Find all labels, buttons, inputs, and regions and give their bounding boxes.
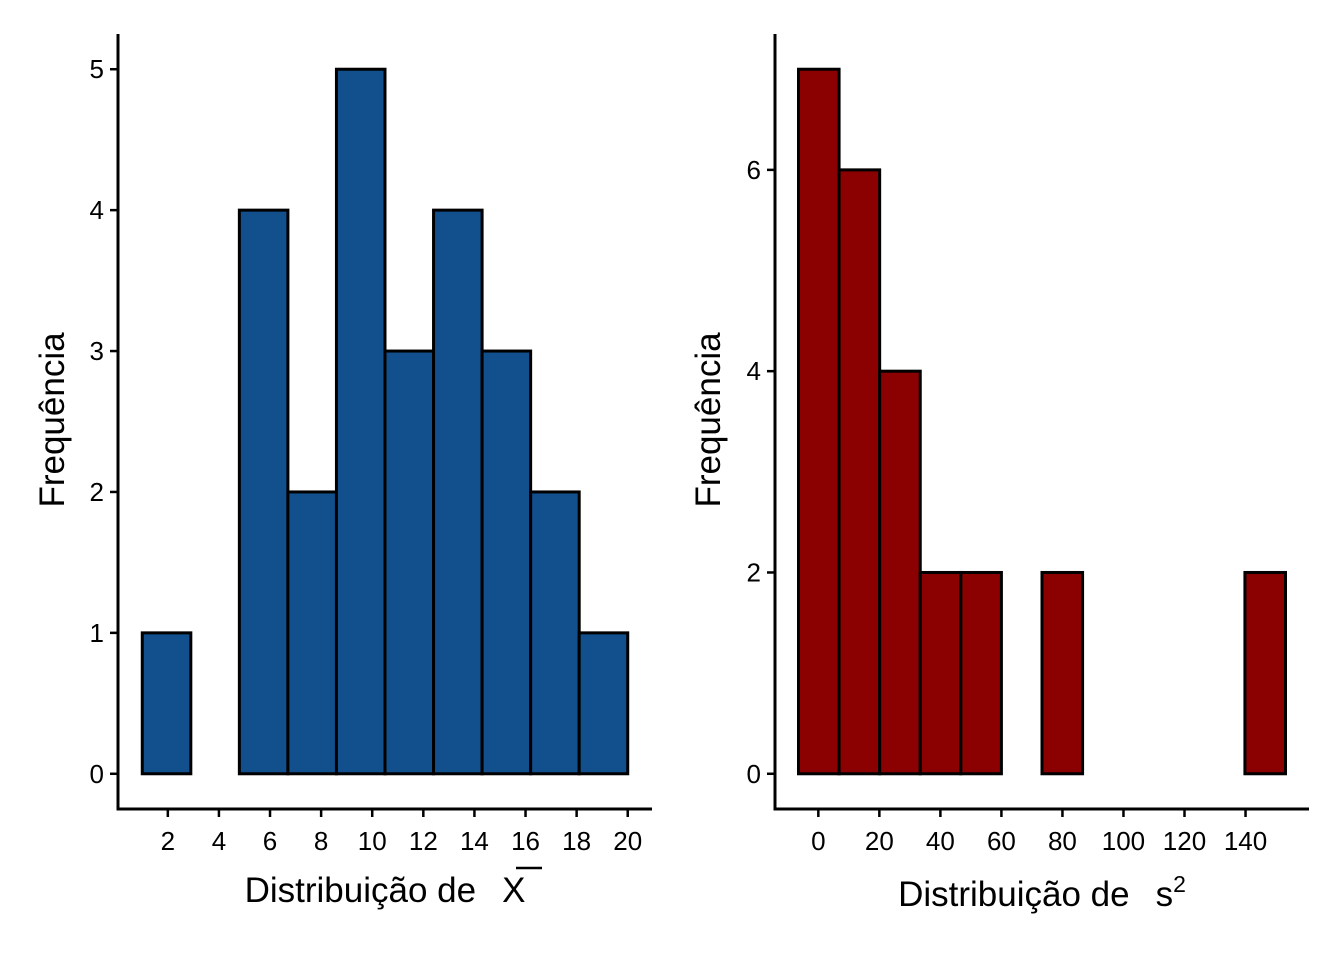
variance-x-tick-label-60: 60	[987, 826, 1016, 856]
mean-x-axis-title-symbol: X	[502, 871, 525, 910]
mean-y-axis: 0 1 2 3 4 5	[90, 34, 120, 811]
variance-x-tick-label-140: 140	[1224, 826, 1267, 856]
mean-y-tick-label-5: 5	[90, 54, 104, 84]
mean-bar-7	[480, 349, 533, 776]
mean-histogram-bars	[140, 67, 630, 776]
variance-x-axis-title-superscript: 2	[1173, 871, 1186, 897]
variance-bar-11	[1243, 570, 1288, 776]
mean-x-tick-label-18: 18	[562, 826, 591, 856]
variance-y-tick-label-4: 4	[747, 356, 761, 386]
mean-x-tick-label-10: 10	[358, 826, 387, 856]
variance-histogram-panel: 0 2 4 6 0 20 40 60 80 100 120 140 Frequência Distr…	[689, 34, 1309, 914]
variance-y-axis-title: Frequência	[689, 332, 728, 508]
variance-bar-0	[797, 67, 841, 776]
variance-x-axis-title-text: Distribuição de	[898, 875, 1130, 914]
variance-x-tick-label-40: 40	[926, 826, 955, 856]
mean-y-tick-label-4: 4	[90, 195, 104, 225]
mean-bar-8	[529, 490, 581, 776]
mean-x-tick-label-6: 6	[263, 826, 277, 856]
variance-bar-4	[959, 570, 1003, 776]
mean-y-tick-label-2: 2	[90, 477, 104, 507]
mean-y-axis-title: Frequência	[33, 332, 72, 508]
mean-bar-4	[334, 67, 387, 776]
mean-x-tick-label-8: 8	[314, 826, 328, 856]
variance-x-tick-label-120: 120	[1163, 826, 1206, 856]
variance-y-tick-label-2: 2	[747, 557, 761, 587]
mean-bar-9	[577, 631, 630, 776]
mean-bar-6	[432, 208, 484, 776]
variance-x-tick-label-20: 20	[865, 826, 894, 856]
mean-x-tick-label-4: 4	[212, 826, 226, 856]
mean-bar-0	[140, 631, 193, 776]
variance-bar-2	[878, 369, 922, 776]
mean-y-tick-label-1: 1	[90, 618, 104, 648]
mean-x-tick-label-16: 16	[511, 826, 540, 856]
variance-x-tick-label-80: 80	[1048, 826, 1077, 856]
mean-x-tick-label-20: 20	[613, 826, 642, 856]
variance-x-tick-label-0: 0	[811, 826, 825, 856]
mean-bar-3	[286, 490, 338, 776]
variance-x-axis-title: Distribuição de s2	[898, 871, 1186, 914]
variance-histogram-bars	[797, 67, 1288, 776]
mean-x-axis-title-text: Distribuição de	[245, 871, 477, 910]
mean-x-axis-title: Distribuição de X	[245, 871, 526, 910]
variance-x-axis: 0 20 40 60 80 100 120 140	[773, 807, 1309, 856]
mean-x-axis: 2 4 6 8 10 12 14 16 18 20	[116, 807, 652, 856]
variance-x-tick-label-100: 100	[1102, 826, 1145, 856]
variance-y-tick-label-0: 0	[747, 759, 761, 789]
mean-x-tick-label-14: 14	[460, 826, 489, 856]
variance-x-axis-title-symbol: s	[1156, 875, 1174, 914]
mean-x-tick-label-2: 2	[161, 826, 175, 856]
variance-y-axis: 0 2 4 6	[747, 34, 777, 811]
mean-bar-2	[237, 208, 290, 776]
variance-bar-1	[837, 168, 882, 776]
variance-bar-6	[1040, 570, 1085, 776]
mean-x-tick-label-12: 12	[409, 826, 438, 856]
mean-y-tick-label-0: 0	[90, 759, 104, 789]
variance-bar-3	[918, 570, 963, 776]
mean-bar-5	[383, 349, 436, 776]
variance-y-tick-label-6: 6	[747, 155, 761, 185]
mean-y-tick-label-3: 3	[90, 336, 104, 366]
